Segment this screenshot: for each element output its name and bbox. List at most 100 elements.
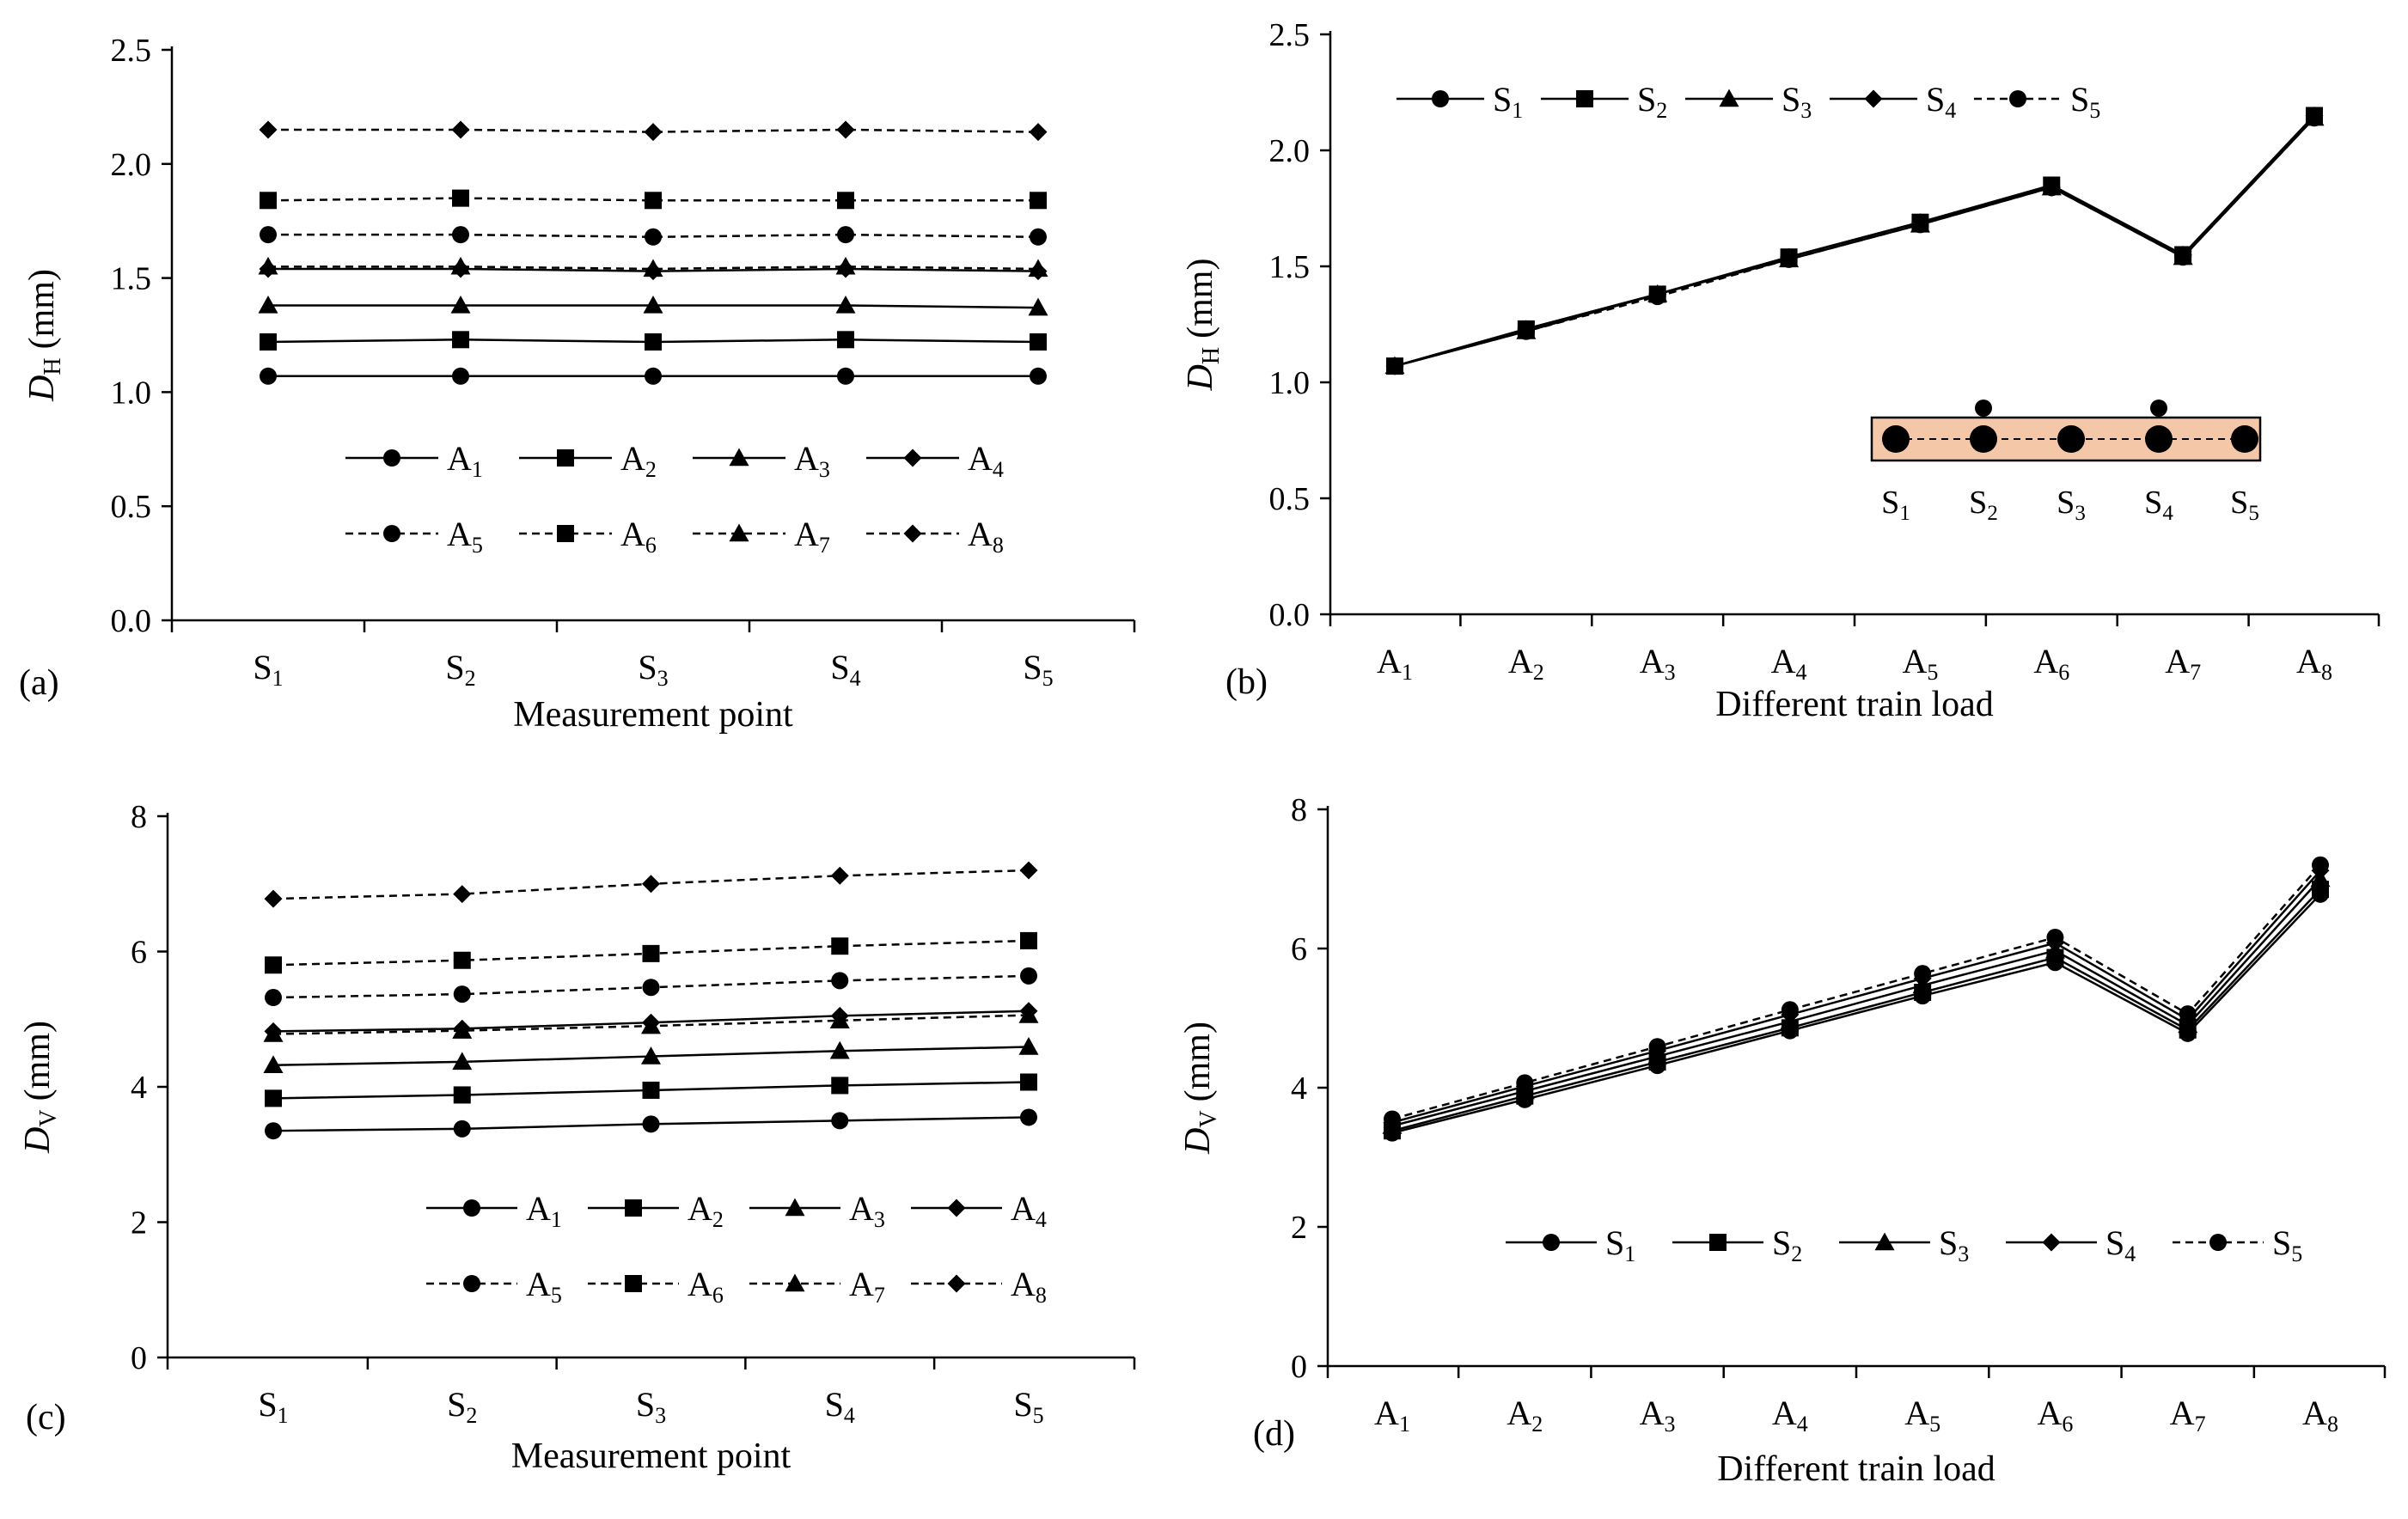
legend-label-base: A	[1011, 1265, 1036, 1303]
data-point	[1020, 1108, 1037, 1126]
legend-label: A4	[1011, 1189, 1047, 1232]
data-point	[831, 972, 849, 990]
data-point	[642, 875, 660, 894]
x-tick-label-base: S	[258, 1385, 277, 1424]
y-tick-label: 2.0	[111, 147, 152, 183]
data-point	[1781, 1001, 1799, 1019]
inset-point-label-base: S	[2230, 485, 2248, 521]
inset-point-label: S2	[1969, 485, 1998, 525]
data-point	[2046, 929, 2064, 947]
x-tick-label-base: A	[1902, 642, 1927, 680]
chart-panel-b: 0.00.51.01.52.02.5A1 A2 A3 A4 A5 A6 A7 A8Differ…	[1181, 17, 2380, 724]
series-A3	[258, 295, 1048, 316]
data-point	[645, 192, 662, 210]
y-axis-title: DV (mm)	[18, 1021, 62, 1154]
x-tick-label-subscript: 3	[1665, 660, 1676, 685]
series-A6	[260, 189, 1047, 210]
panel-label: (a)	[19, 663, 59, 703]
y-tick-label: 0	[1291, 1349, 1307, 1385]
x-tick-label: A3	[1640, 1394, 1676, 1437]
legend-label: S2	[1637, 80, 1667, 123]
data-point	[2174, 248, 2192, 266]
y-axis-symbol: D	[1181, 364, 1220, 391]
data-point	[1914, 965, 1932, 983]
legend-label-subscript: 3	[1800, 98, 1812, 123]
legend-label-subscript: 2	[1791, 1241, 1802, 1266]
data-point	[643, 259, 663, 278]
series-A2	[260, 331, 1047, 351]
x-tick-label: A4	[1771, 642, 1807, 685]
legend-label-base: A	[526, 1189, 551, 1228]
legend-label-subscript: 6	[645, 533, 657, 558]
legend-label-subscript: 6	[712, 1283, 724, 1308]
x-tick-label: A6	[2037, 1394, 2073, 1437]
inset-point-label-base: S	[2144, 485, 2162, 521]
legend: S1 S2 S3 S4 S5	[1506, 1223, 2302, 1266]
legend-label-base: A	[849, 1189, 874, 1228]
x-tick-label-base: A	[1507, 1394, 1531, 1432]
panel-label: (d)	[1253, 1414, 1295, 1454]
data-point	[265, 956, 282, 974]
legend-label-base: A	[620, 515, 645, 553]
x-tick-label-subscript: 7	[2195, 1412, 2206, 1437]
legend-label: A8	[1011, 1265, 1047, 1308]
y-tick-label: 1.5	[111, 261, 152, 297]
series-A7	[258, 256, 1048, 278]
x-tick-label-base: A	[2170, 1394, 2195, 1432]
legend-label-subscript: 1	[1624, 1241, 1635, 1266]
y-axis-symbol: D	[22, 375, 62, 402]
legend-marker	[625, 1199, 642, 1217]
legend-marker	[903, 524, 922, 543]
legend-marker	[947, 1199, 966, 1217]
y-tick-label: 8	[131, 799, 147, 835]
x-tick-label-subscript: 1	[278, 1403, 289, 1428]
inset-measurement-point	[1882, 425, 1910, 453]
y-tick-label: 2.5	[1269, 17, 1311, 53]
x-tick-label: S3	[638, 648, 668, 691]
data-point	[452, 226, 469, 244]
legend-label-base: S	[2272, 1223, 2291, 1262]
x-tick-label-subscript: 2	[1531, 1412, 1543, 1437]
legend-label: A5	[447, 515, 483, 558]
inset-point-label: S4	[2144, 485, 2173, 525]
legend-label-subscript: 3	[819, 457, 830, 482]
y-axis-unit: (mm)	[22, 269, 62, 349]
data-point	[1019, 861, 1038, 880]
inset-point-label-base: S	[1969, 485, 1987, 521]
legend-label: A3	[794, 439, 830, 482]
data-point	[1780, 250, 1798, 268]
x-tick-label-subscript: 3	[655, 1403, 666, 1428]
data-point	[642, 979, 660, 997]
x-tick-label-subscript: 1	[1402, 660, 1413, 685]
inset-measurement-point	[2057, 425, 2085, 453]
series-A1	[260, 367, 1047, 385]
data-point	[265, 1089, 282, 1107]
y-tick-label: 4	[1291, 1071, 1307, 1107]
y-tick-label: 0.5	[1269, 481, 1311, 517]
legend-label-subscript: 7	[819, 533, 830, 558]
data-point	[829, 1040, 850, 1059]
x-tick-label-base: A	[2037, 1394, 2062, 1432]
legend-label: S5	[2272, 1223, 2302, 1266]
data-point	[1018, 1005, 1039, 1023]
data-point	[260, 332, 277, 351]
x-tick-label: S1	[253, 648, 283, 691]
legend-label-base: A	[526, 1265, 551, 1303]
data-point	[263, 1055, 284, 1073]
y-axis-title: DH (mm)	[1181, 259, 1225, 392]
legend-label: S5	[2070, 80, 2100, 123]
data-point	[451, 120, 470, 139]
data-point	[452, 331, 469, 349]
x-tick-label: A6	[2033, 642, 2069, 685]
x-axis-title: Measurement point	[511, 1437, 791, 1476]
data-point	[644, 123, 663, 142]
x-axis-title: Different train load	[1715, 685, 1993, 724]
legend-label-subscript: 4	[2124, 1241, 2136, 1266]
x-tick-label-base: A	[1508, 642, 1533, 680]
data-point	[265, 989, 282, 1007]
x-tick-label-base: S	[253, 648, 272, 686]
legend-label: S4	[1926, 80, 1956, 123]
data-point	[2179, 1005, 2197, 1023]
y-tick-label: 8	[1291, 792, 1307, 828]
